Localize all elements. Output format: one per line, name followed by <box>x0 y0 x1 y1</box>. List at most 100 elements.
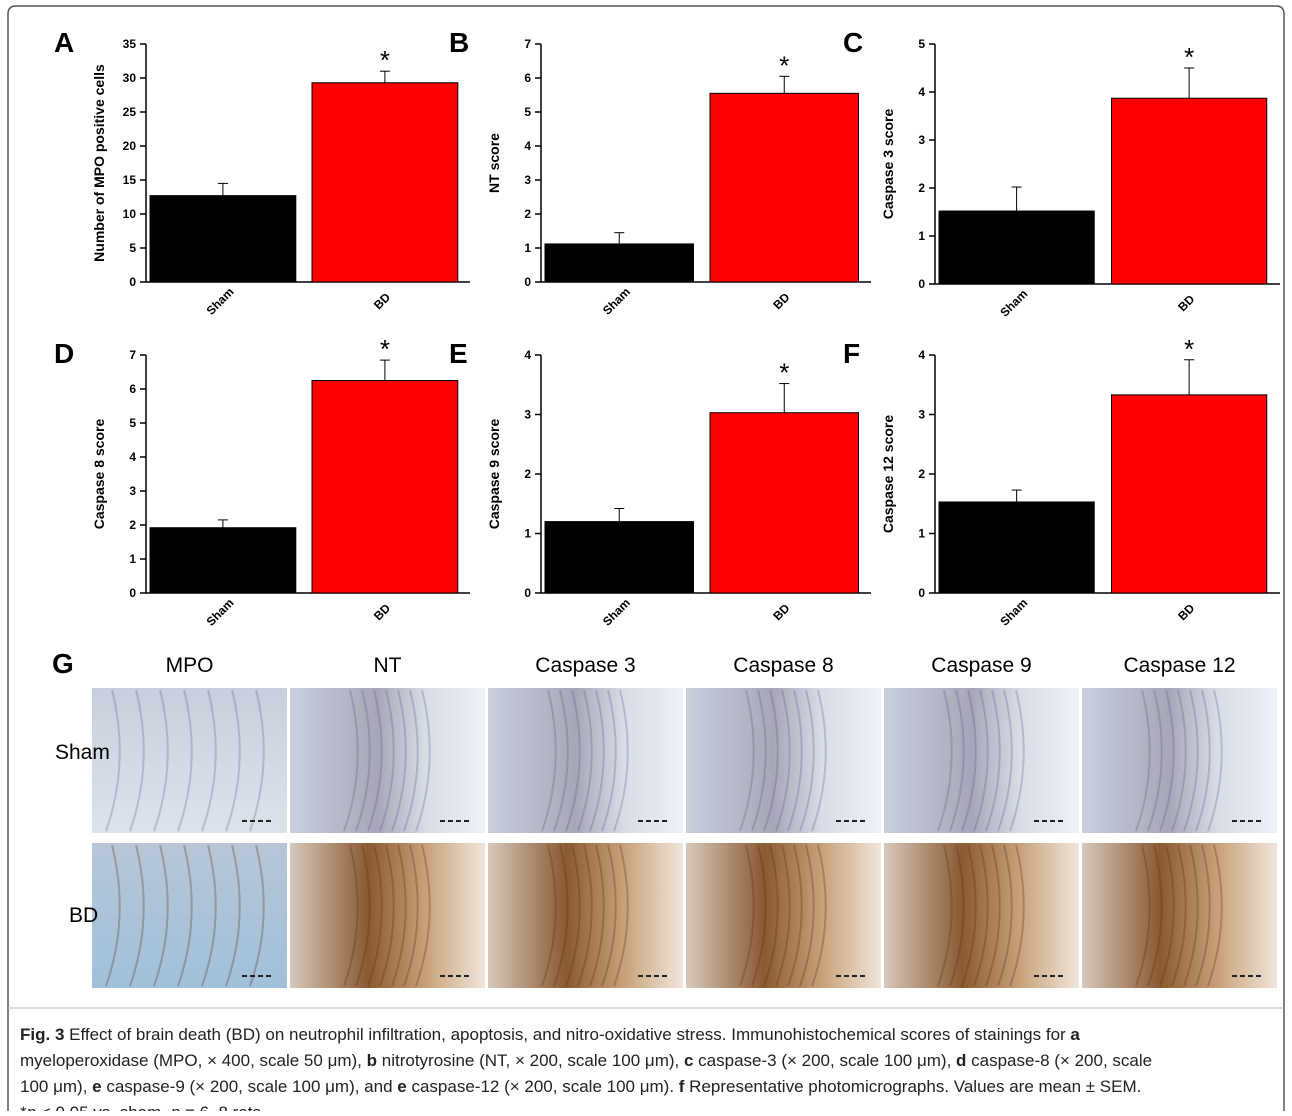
caption-run: caspase-9 (× 200, scale 100 μm), and <box>102 1077 398 1096</box>
significance-mark: * <box>380 334 390 364</box>
caption-run: < 0.05 vs. sham. <box>36 1103 171 1111</box>
caption-run: c <box>684 1051 693 1070</box>
error-bar <box>779 383 790 413</box>
y-tick-label: 0 <box>524 275 531 289</box>
tissue-fiber <box>961 844 977 987</box>
bar <box>709 92 859 283</box>
tissue-fiber <box>589 844 605 987</box>
tissue-fiber <box>589 689 605 832</box>
caption-run: p <box>26 1103 36 1111</box>
panel-label: E <box>449 338 468 369</box>
column-header: Caspase 3 <box>535 654 635 677</box>
y-tick-label: 2 <box>129 518 136 532</box>
tissue-fiber <box>379 689 395 832</box>
tissue-fiber <box>391 689 407 832</box>
column-header: NT <box>374 654 402 677</box>
panel-label: G <box>52 648 74 679</box>
y-tick-label: 10 <box>123 207 137 221</box>
micrograph <box>92 688 287 833</box>
caption-run: = 6–8 rats <box>180 1103 261 1111</box>
significance-mark: * <box>779 50 789 80</box>
panel-label: B <box>449 27 469 58</box>
tissue-fiber <box>553 689 569 832</box>
bar <box>149 195 297 283</box>
tissue-fiber <box>367 844 383 987</box>
y-tick-label: 5 <box>918 37 925 51</box>
y-axis-label: Caspase 12 score <box>880 415 896 534</box>
bar <box>544 243 694 283</box>
caption-run: caspase-3 (× 200, scale 100 μm), <box>693 1051 956 1070</box>
tissue-fiber <box>1183 689 1199 832</box>
panel-label: A <box>54 27 74 58</box>
bar <box>149 527 297 594</box>
y-axis-label: Number of MPO positive cells <box>91 64 107 262</box>
tissue-fiber <box>763 689 779 832</box>
y-tick-label: 7 <box>129 348 136 362</box>
y-tick-label: 4 <box>524 348 531 362</box>
tissue-fiber <box>105 689 121 832</box>
y-tick-label: 6 <box>524 71 531 85</box>
tissue-fiber <box>541 844 557 987</box>
caption-run: 100 μm), <box>20 1077 92 1096</box>
tissue-fiber <box>1135 689 1151 832</box>
y-tick-label: 3 <box>918 133 925 147</box>
tissue-fiber <box>739 689 755 832</box>
micrograph <box>1082 688 1277 833</box>
tissue-fiber <box>415 844 431 987</box>
figure-border <box>7 5 1285 1111</box>
caption-run: f <box>679 1077 685 1096</box>
tissue-fiber <box>751 689 767 832</box>
y-tick-label: 5 <box>524 105 531 119</box>
caption-line: myeloperoxidase (MPO, × 400, scale 50 μm… <box>20 1051 1152 1070</box>
column-header: Caspase 8 <box>733 654 833 677</box>
tissue-fiber <box>225 689 241 832</box>
y-tick-label: 4 <box>918 85 925 99</box>
caption-line: Fig. 3 Effect of brain death (BD) on neu… <box>20 1025 1080 1044</box>
tissue-fiber <box>601 844 617 987</box>
error-bar <box>614 508 625 522</box>
tissue-fiber <box>799 689 815 832</box>
tissue-fiber <box>973 689 989 832</box>
caption-run: a <box>1070 1025 1080 1044</box>
tissue-fiber <box>1183 844 1199 987</box>
y-tick-label: 15 <box>123 173 137 187</box>
x-tick-label: BD <box>770 290 792 312</box>
tissue-fiber <box>553 844 569 987</box>
tissue-fiber <box>1159 844 1175 987</box>
bar-chart: D 0 1 2 3 4 5 6 7 Caspase 8 score Sham BD * <box>54 334 470 629</box>
tissue-fiber <box>949 844 965 987</box>
column-header: MPO <box>166 654 214 677</box>
tissue-fiber <box>1159 689 1175 832</box>
caption-run: myeloperoxidase (MPO, × 400, scale 50 μm… <box>20 1051 367 1070</box>
error-bar <box>217 182 228 196</box>
micrograph <box>884 688 1079 833</box>
tissue-fiber <box>985 689 1001 832</box>
tissue-fiber <box>403 689 419 832</box>
y-tick-label: 0 <box>129 275 136 289</box>
y-tick-label: 4 <box>524 139 531 153</box>
tissue-fiber <box>577 844 593 987</box>
micrograph <box>290 843 485 988</box>
y-tick-label: 3 <box>524 408 531 422</box>
tissue-fiber <box>355 689 371 832</box>
y-tick-label: 6 <box>129 382 136 396</box>
caption-line: 100 μm), e caspase-9 (× 200, scale 100 μ… <box>20 1077 1141 1096</box>
tissue-fiber <box>787 844 803 987</box>
tissue-fiber <box>577 689 593 832</box>
y-tick-label: 2 <box>918 467 925 481</box>
tissue-fiber <box>343 844 359 987</box>
caption-run: e <box>397 1077 406 1096</box>
micrograph <box>1082 843 1277 988</box>
tissue-fiber <box>961 689 977 832</box>
y-tick-label: 1 <box>918 229 925 243</box>
bar <box>1111 97 1268 285</box>
tissue-fiber <box>997 844 1013 987</box>
panel-label: D <box>54 338 74 369</box>
y-tick-label: 0 <box>524 586 531 600</box>
panel-label: C <box>843 27 863 58</box>
error-bar <box>779 75 790 94</box>
micrograph <box>290 688 485 833</box>
caption-run: b <box>367 1051 377 1070</box>
